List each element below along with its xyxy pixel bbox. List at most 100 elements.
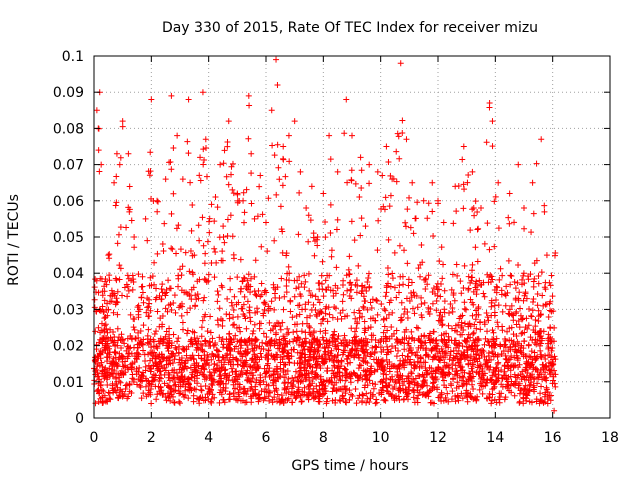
- data-point: [470, 348, 477, 355]
- data-point: [310, 395, 317, 402]
- data-point: [203, 173, 210, 180]
- data-point: [167, 285, 174, 292]
- data-point: [102, 314, 109, 321]
- data-point: [279, 319, 286, 326]
- data-point: [124, 293, 131, 300]
- data-point: [396, 155, 403, 162]
- data-point: [452, 398, 459, 405]
- data-point: [406, 194, 413, 201]
- data-point: [400, 357, 407, 364]
- data-point: [489, 391, 496, 398]
- data-point: [409, 334, 416, 341]
- data-point: [339, 351, 346, 358]
- data-point: [532, 366, 539, 373]
- data-point: [280, 333, 287, 340]
- data-point: [405, 373, 412, 380]
- data-point: [230, 314, 237, 321]
- data-point: [438, 322, 445, 329]
- data-point: [201, 260, 208, 267]
- data-point: [221, 147, 228, 154]
- data-point: [187, 247, 194, 254]
- data-point: [244, 342, 251, 349]
- data-point: [537, 332, 544, 339]
- data-point: [200, 364, 207, 371]
- data-point: [384, 349, 391, 356]
- data-point: [179, 176, 186, 183]
- data-point: [168, 166, 175, 173]
- data-point: [138, 395, 145, 402]
- data-point: [551, 353, 558, 360]
- data-point: [263, 334, 270, 341]
- data-point: [348, 391, 355, 398]
- data-point: [543, 252, 550, 259]
- data-point: [457, 356, 464, 363]
- data-point: [459, 343, 466, 350]
- data-point: [479, 365, 486, 372]
- data-point: [469, 363, 476, 370]
- data-point: [460, 374, 467, 381]
- data-point: [511, 278, 518, 285]
- data-point: [404, 260, 411, 267]
- data-point: [312, 361, 319, 368]
- data-point: [100, 388, 107, 395]
- data-point: [353, 347, 360, 354]
- data-point: [183, 346, 190, 353]
- data-point: [289, 399, 296, 406]
- data-point: [388, 333, 395, 340]
- data-point: [386, 299, 393, 306]
- data-point: [256, 320, 263, 327]
- data-point: [285, 379, 292, 386]
- data-point: [274, 391, 281, 398]
- data-point: [401, 395, 408, 402]
- data-point: [178, 312, 185, 319]
- data-point: [402, 219, 409, 226]
- data-point: [329, 388, 336, 395]
- data-point: [401, 247, 408, 254]
- data-point: [423, 392, 430, 399]
- data-point: [409, 386, 416, 393]
- data-point: [211, 245, 218, 252]
- data-point: [95, 386, 102, 393]
- data-point: [306, 324, 313, 331]
- data-point: [154, 308, 161, 315]
- data-point: [111, 367, 118, 374]
- data-point: [183, 352, 190, 359]
- data-point: [170, 350, 177, 357]
- data-point: [142, 383, 149, 390]
- data-point: [334, 216, 341, 223]
- y-tick-label: 0.04: [53, 266, 84, 282]
- data-point: [112, 275, 119, 282]
- data-point: [537, 390, 544, 397]
- data-point: [265, 393, 272, 400]
- data-point: [271, 152, 278, 159]
- data-point: [338, 358, 345, 365]
- data-point: [311, 252, 318, 259]
- data-point: [470, 386, 477, 393]
- data-point: [505, 382, 512, 389]
- data-point: [346, 293, 353, 300]
- data-point: [306, 343, 313, 350]
- data-point: [485, 338, 492, 345]
- data-point: [346, 387, 353, 394]
- data-point: [446, 370, 453, 377]
- data-point: [364, 382, 371, 389]
- data-point: [316, 386, 323, 393]
- data-point: [115, 334, 122, 341]
- data-point: [460, 327, 467, 334]
- data-point: [445, 333, 452, 340]
- data-point: [184, 138, 191, 145]
- data-point: [192, 303, 199, 310]
- data-point: [533, 341, 540, 348]
- data-point: [226, 390, 233, 397]
- data-point: [368, 332, 375, 339]
- data-point: [516, 399, 523, 406]
- data-point: [124, 395, 131, 402]
- data-point: [542, 375, 549, 382]
- data-point: [251, 215, 258, 222]
- data-point: [323, 340, 330, 347]
- data-point: [455, 347, 462, 354]
- data-point: [142, 215, 149, 222]
- x-axis-label: GPS time / hours: [291, 458, 408, 474]
- data-point: [356, 314, 363, 321]
- data-point: [424, 352, 431, 359]
